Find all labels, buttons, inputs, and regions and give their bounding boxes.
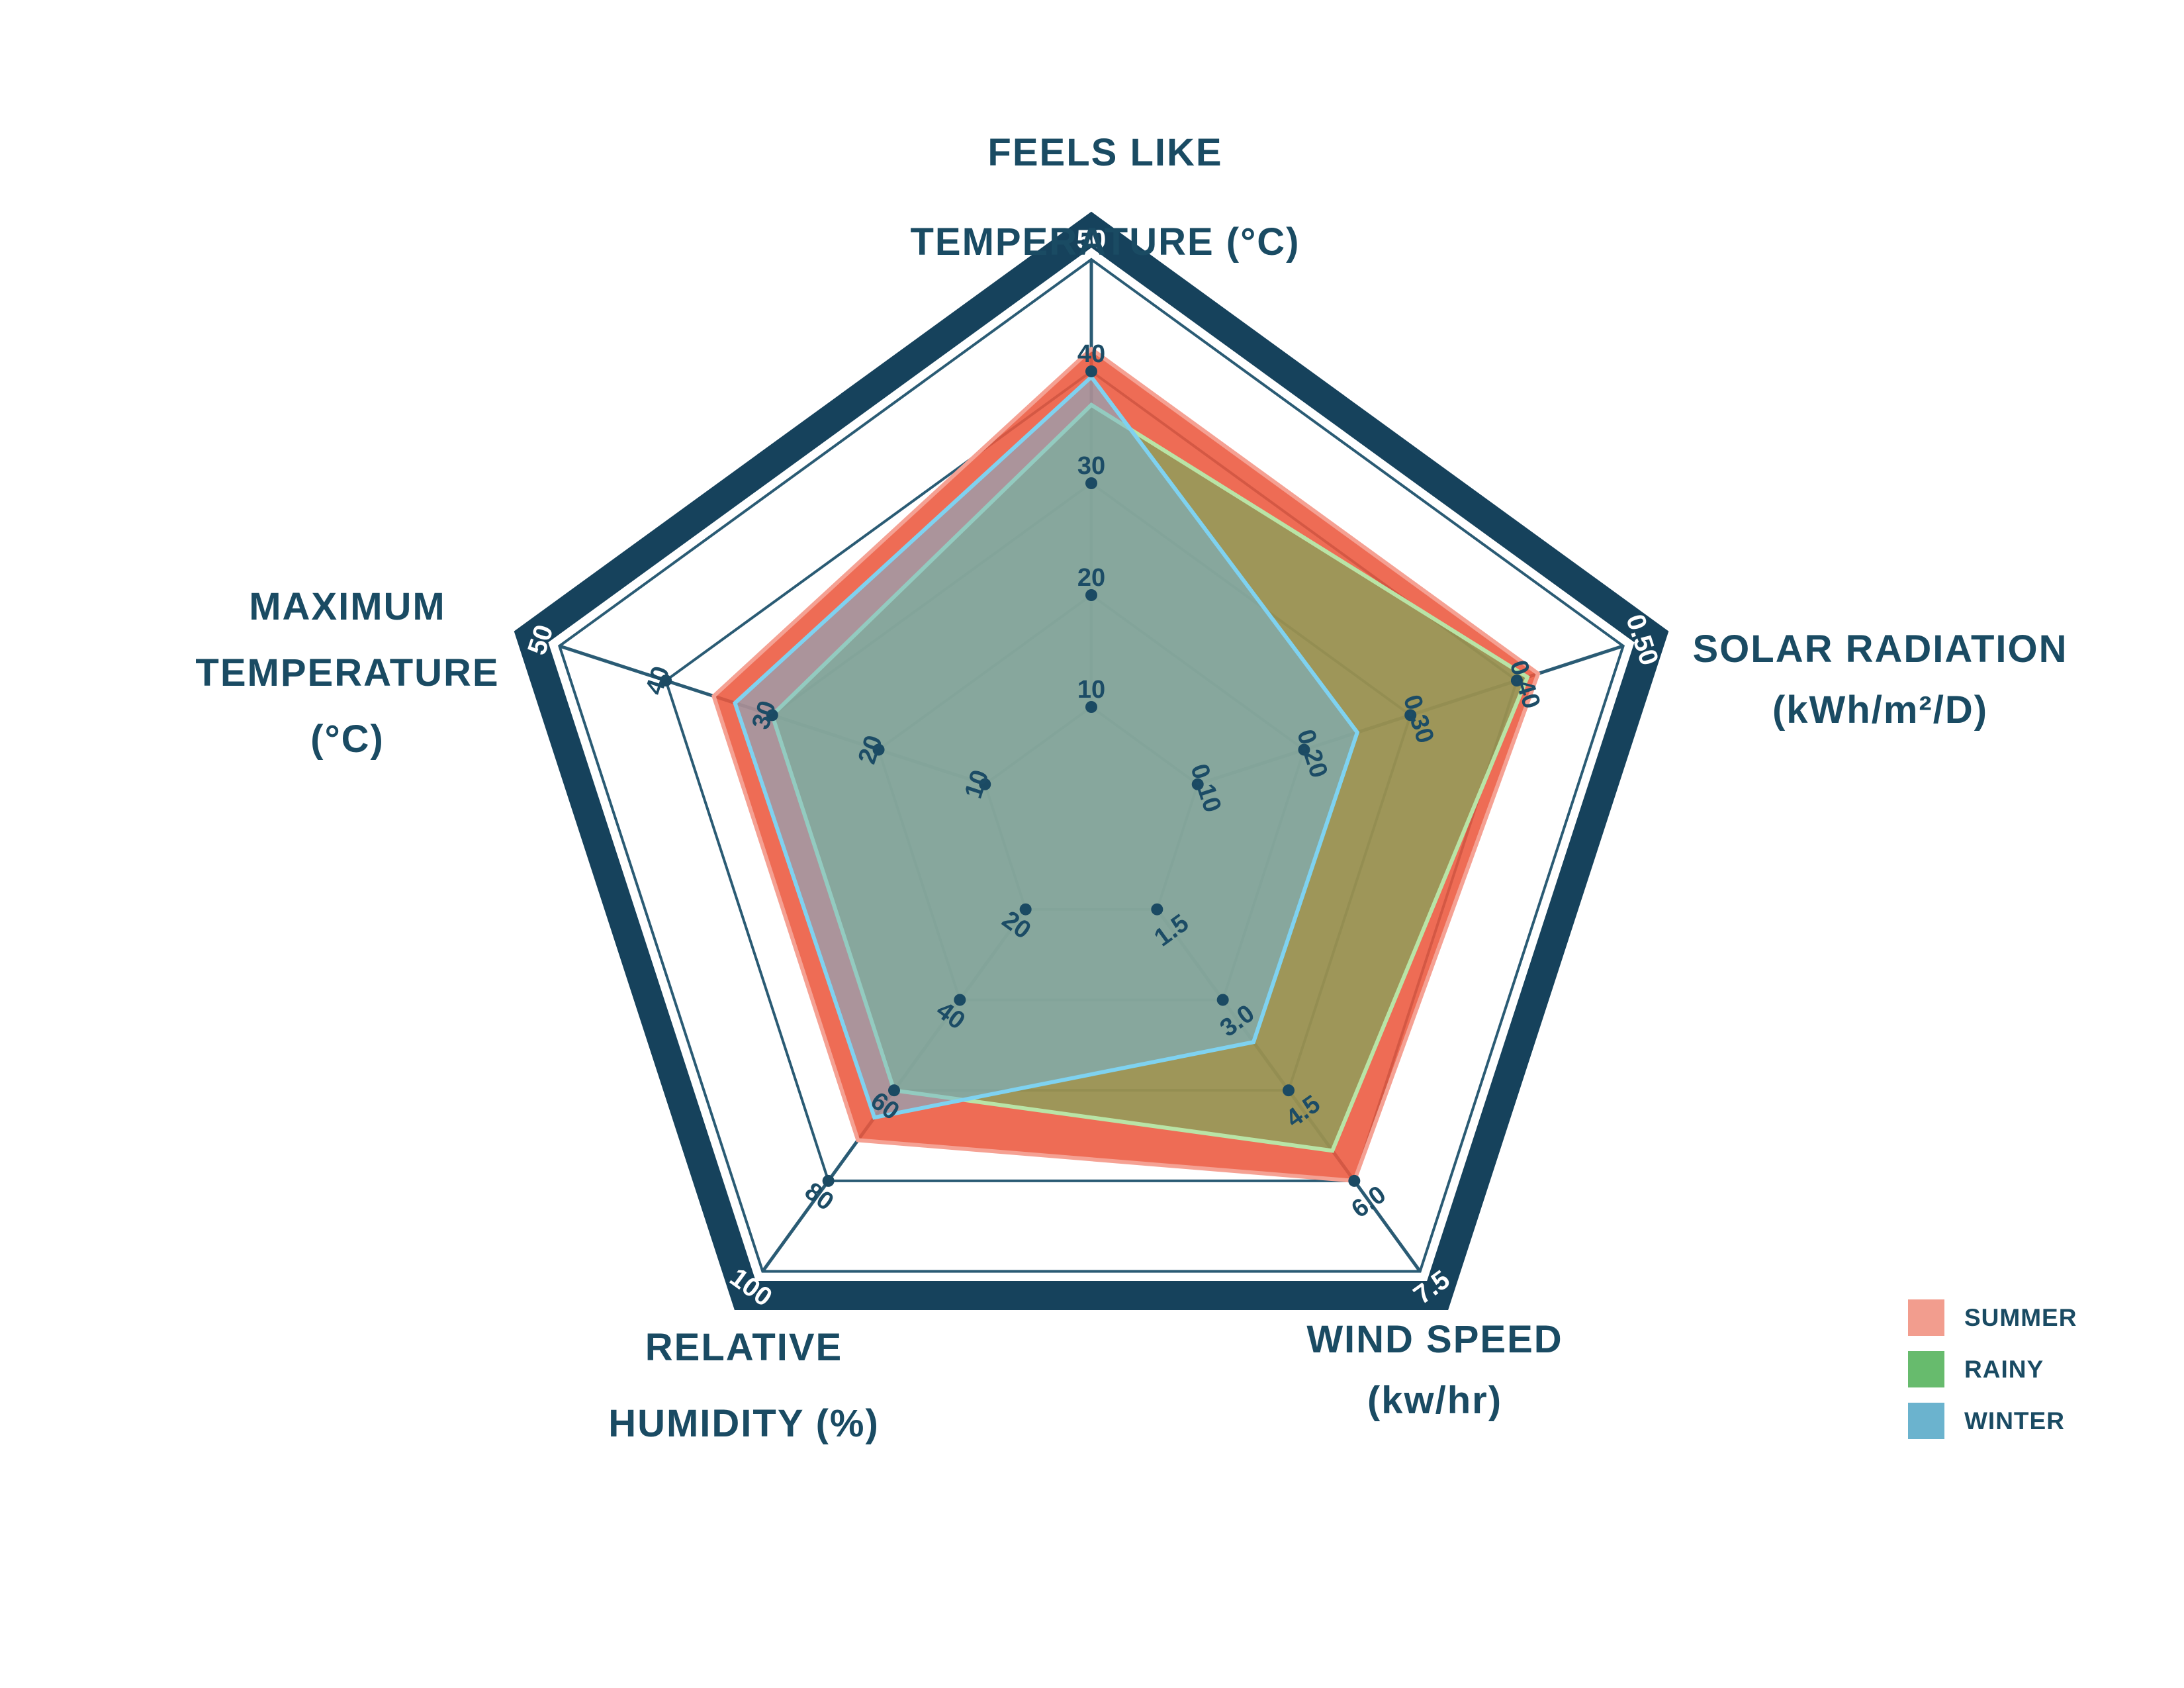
grid-ring-5 [558,258,1625,1273]
legend-swatch-winter [1908,1403,1944,1439]
tick-dot-solar_radiation-0.10 [1191,778,1204,790]
axis-title-line: HUMIDITY (%) [608,1402,880,1445]
tick-dot-wind_speed-3.0 [1216,994,1229,1006]
axis-title-line: MAXIMUM [249,585,446,628]
tick-dot-solar_radiation-0.40 [1510,675,1523,687]
legend: SUMMER RAINY WINTER [1908,1299,2077,1454]
tick-dot-feels_like-10 [1085,701,1097,713]
axis-title-solar-radiation: SOLAR RADIATION (kWh/m²/D) [1549,619,2184,741]
legend-item-winter: WINTER [1908,1403,2077,1439]
tick-label-wind_speed-6.0: 6.0 [1347,1180,1391,1223]
legend-swatch-summer [1908,1299,1944,1336]
tick-dot-maximum_temperature-20 [872,743,885,756]
tick-dot-maximum_temperature-10 [979,778,991,790]
series-polygon-winter [733,374,1360,1120]
axis-title-feels-like: FEELS LIKE TEMPERATURE (°C) [708,108,1502,287]
tick-dot-maximum_temperature-30 [766,709,778,722]
axis-title-line: TEMPERATURE (°C) [910,220,1300,263]
tick-dot-relative_humidity-20 [1019,903,1032,915]
tick-dot-relative_humidity-80 [822,1174,835,1187]
axis-title-line: FEELS LIKE [987,131,1223,174]
outer-border-pentagon [514,211,1669,1311]
legend-label: WINTER [1964,1407,2065,1434]
tick-label-feels_like-10: 10 [1077,676,1105,704]
axis-title-line: (°C) [310,718,385,761]
tick-label-feels_like-30: 30 [1077,452,1105,480]
tick-dot-feels_like-40 [1085,365,1097,377]
tick-label-feels_like-20: 20 [1077,564,1105,592]
tick-dot-wind_speed-4.5 [1283,1084,1295,1097]
tick-dot-wind_speed-1.5 [1151,903,1163,915]
axis-title-line: WIND SPEED [1306,1318,1563,1361]
axis-title-line: RELATIVE [645,1326,843,1369]
tick-dot-relative_humidity-60 [887,1084,900,1097]
legend-swatch-rainy [1908,1351,1944,1387]
tick-label-feels_like-40: 40 [1077,340,1105,368]
tick-dot-wind_speed-6.0 [1348,1174,1361,1187]
axis-title-maximum-temperature: MAXIMUM TEMPERATURE (°C) [83,574,612,773]
axis-title-relative-humidity: RELATIVE HUMIDITY (%) [446,1309,1042,1462]
axis-title-line: (kWh/m²/D) [1772,688,1989,731]
legend-item-rainy: RAINY [1908,1351,2077,1387]
legend-label: RAINY [1964,1355,2044,1383]
tick-dot-feels_like-20 [1085,589,1097,601]
tick-dot-solar_radiation-0.30 [1404,709,1417,722]
tick-dot-feels_like-30 [1085,477,1097,489]
axis-title-line: (kw/hr) [1367,1379,1503,1422]
axis-title-line: SOLAR RADIATION [1692,628,2068,671]
legend-item-summer: SUMMER [1908,1299,2077,1336]
axis-title-line: TEMPERATURE [195,651,500,694]
tick-label-feels_like-50: 50 [1077,225,1107,254]
tick-dot-solar_radiation-0.20 [1298,743,1310,756]
tick-dot-maximum_temperature-40 [660,675,672,687]
legend-label: SUMMER [1964,1303,2077,1331]
axis-title-wind-speed: WIND SPEED (kw/hr) [1137,1309,1733,1431]
tick-dot-relative_humidity-40 [954,994,966,1006]
